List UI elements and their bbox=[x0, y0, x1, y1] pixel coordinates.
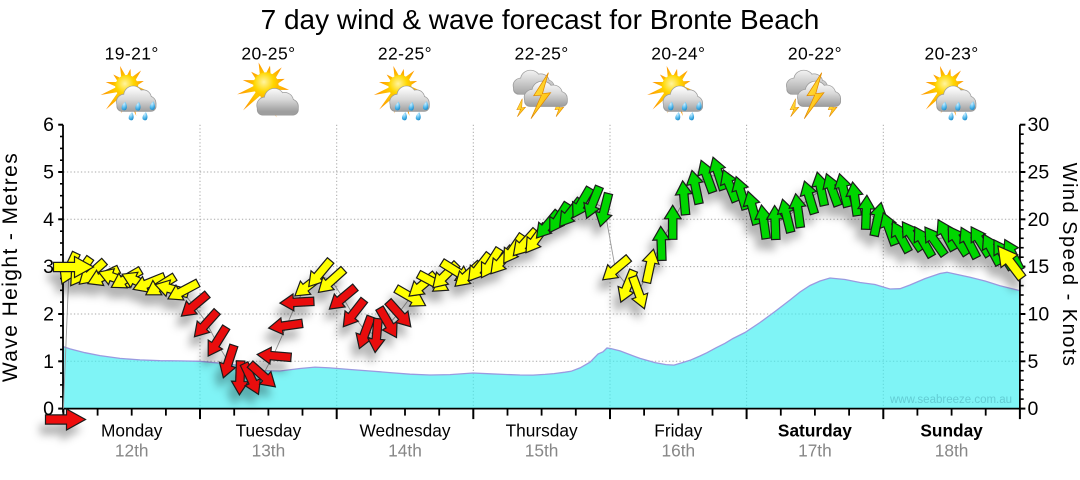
svg-text:Tuesday: Tuesday bbox=[236, 421, 302, 441]
svg-text:25: 25 bbox=[1028, 162, 1050, 184]
svg-text:Thursday: Thursday bbox=[506, 421, 578, 441]
svg-text:22-25°: 22-25° bbox=[515, 44, 569, 64]
svg-text:6: 6 bbox=[43, 114, 54, 136]
svg-text:15: 15 bbox=[1028, 256, 1050, 278]
svg-text:16th: 16th bbox=[661, 441, 695, 461]
svg-text:15th: 15th bbox=[525, 441, 559, 461]
svg-text:3: 3 bbox=[43, 256, 54, 278]
svg-text:1: 1 bbox=[43, 351, 54, 373]
svg-text:19-21°: 19-21° bbox=[105, 44, 159, 64]
svg-text:14th: 14th bbox=[388, 441, 422, 461]
svg-text:Saturday: Saturday bbox=[778, 421, 852, 441]
svg-text:12th: 12th bbox=[115, 441, 149, 461]
svg-text:20-24°: 20-24° bbox=[651, 44, 705, 64]
svg-text:2: 2 bbox=[43, 304, 54, 326]
svg-text:5: 5 bbox=[43, 162, 54, 184]
svg-text:Monday: Monday bbox=[101, 421, 163, 441]
svg-text:22-25°: 22-25° bbox=[378, 44, 432, 64]
svg-text:10: 10 bbox=[1028, 304, 1050, 326]
svg-text:30: 30 bbox=[1028, 114, 1050, 136]
svg-text:Sunday: Sunday bbox=[920, 421, 983, 441]
svg-text:Friday: Friday bbox=[654, 421, 702, 441]
svg-text:7 day wind & wave forecast for: 7 day wind & wave forecast for Bronte Be… bbox=[261, 4, 820, 35]
svg-text:18th: 18th bbox=[935, 441, 969, 461]
svg-text:www.seabreeze.com.au: www.seabreeze.com.au bbox=[889, 394, 1012, 406]
svg-text:Wind Speed - Knots: Wind Speed - Knots bbox=[1058, 163, 1080, 368]
svg-text:0: 0 bbox=[1028, 398, 1039, 420]
svg-text:5: 5 bbox=[1028, 351, 1039, 373]
svg-text:17th: 17th bbox=[798, 441, 832, 461]
svg-text:0: 0 bbox=[43, 398, 54, 420]
svg-text:20-22°: 20-22° bbox=[788, 44, 842, 64]
svg-text:Wednesday: Wednesday bbox=[360, 421, 451, 441]
svg-text:13th: 13th bbox=[252, 441, 286, 461]
svg-text:4: 4 bbox=[43, 209, 54, 231]
svg-text:20: 20 bbox=[1028, 209, 1050, 231]
svg-text:20-25°: 20-25° bbox=[241, 44, 295, 64]
svg-text:20-23°: 20-23° bbox=[925, 44, 979, 64]
svg-text:Wave Height - Metres: Wave Height - Metres bbox=[0, 152, 22, 382]
